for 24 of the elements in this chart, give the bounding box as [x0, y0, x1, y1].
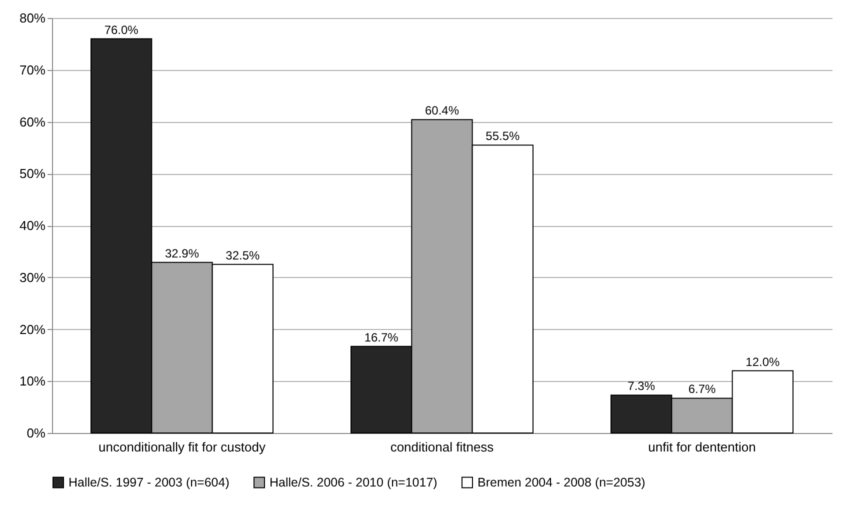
y-tick-label: 20%	[19, 322, 46, 337]
x-tick-label: conditional fitness	[390, 440, 494, 454]
x-tick-label: unfit for dentention	[648, 440, 756, 454]
legend-label: Halle/S. 2006 - 2010 (n=1017)	[270, 476, 438, 490]
data-label: 7.3%	[628, 379, 656, 394]
y-tick-label: 60%	[19, 114, 46, 130]
y-tick-label: 0%	[26, 426, 46, 440]
x-tick-label: unconditionally fit for custody	[98, 440, 266, 454]
data-label: 76.0%	[104, 22, 139, 37]
y-tick-label: 80%	[19, 10, 46, 26]
data-label: 32.9%	[164, 246, 200, 260]
y-tick-label: 10%	[19, 374, 46, 389]
data-label: 60.4%	[424, 104, 460, 118]
y-tick-label: 30%	[19, 270, 46, 285]
legend-label: Halle/S. 1997 - 2003 (n=604)	[68, 476, 230, 490]
data-label: 16.7%	[364, 330, 399, 344]
data-label: 32.5%	[226, 248, 260, 262]
data-label: 12.0%	[746, 354, 780, 369]
data-label: 6.7%	[688, 382, 716, 396]
y-tick-label: 40%	[19, 218, 46, 233]
legend-label: Bremen 2004 - 2008 (n=2053)	[478, 476, 646, 490]
y-tick-label: 70%	[19, 62, 46, 78]
y-tick-label: 50%	[19, 166, 46, 182]
data-label: 55.5%	[486, 129, 520, 144]
